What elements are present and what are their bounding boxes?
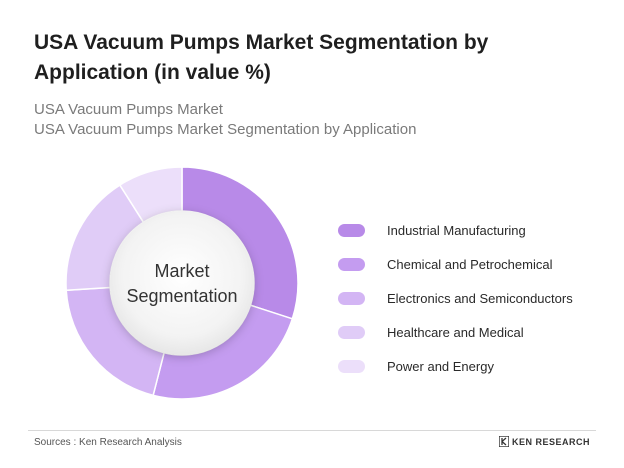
ken-research-logo-icon [498,436,509,447]
legend-item: Chemical and Petrochemical [338,247,573,281]
legend-swatch [338,359,365,373]
legend-item: Industrial Manufacturing [338,213,573,247]
center-label-line1: Market [154,261,209,281]
page-title: USA Vacuum Pumps Market Segmentation by … [34,31,489,84]
subtitle-segmentation: USA Vacuum Pumps Market Segmentation by … [34,121,417,138]
legend-swatch [338,325,365,339]
subtitle-market: USA Vacuum Pumps Market [34,101,223,118]
legend-label: Electronics and Semiconductors [387,290,573,306]
legend-item: Healthcare and Medical [338,315,573,349]
center-label-line2: Segmentation [126,286,237,306]
legend-label: Healthcare and Medical [387,324,524,340]
legend-swatch [338,257,365,271]
brand-logo: KEN RESEARCH [498,436,590,447]
source-note: Sources : Ken Research Analysis [34,437,182,448]
brand-name: KEN RESEARCH [511,436,590,447]
legend-item: Electronics and Semiconductors [338,281,573,315]
donut-center [110,211,254,355]
legend-label: Industrial Manufacturing [387,222,526,238]
footer-divider [28,430,596,431]
chart-legend: Industrial Manufacturing Chemical and Pet… [338,213,573,383]
legend-label: Chemical and Petrochemical [387,256,553,272]
legend-label: Power and Energy [387,358,494,374]
legend-swatch [338,291,365,305]
legend-item: Power and Energy [338,349,573,383]
legend-swatch [338,223,365,237]
